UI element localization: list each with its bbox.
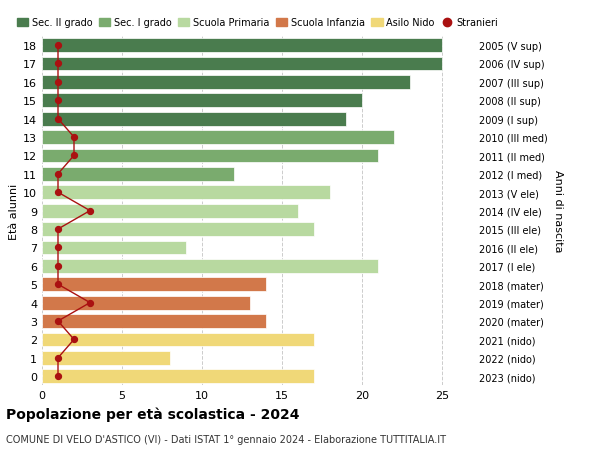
Bar <box>42 369 314 383</box>
Bar <box>42 186 330 200</box>
Bar <box>42 241 186 255</box>
Bar <box>42 94 362 108</box>
Bar <box>42 149 378 163</box>
Point <box>53 97 63 105</box>
Bar <box>42 112 346 126</box>
Bar <box>42 204 298 218</box>
Point <box>53 116 63 123</box>
Point <box>53 354 63 362</box>
Point <box>85 207 95 215</box>
Point <box>69 152 79 160</box>
Legend: Sec. II grado, Sec. I grado, Scuola Primaria, Scuola Infanzia, Asilo Nido, Stran: Sec. II grado, Sec. I grado, Scuola Prim… <box>17 18 498 28</box>
Point <box>53 263 63 270</box>
Bar <box>42 168 234 181</box>
Point <box>69 134 79 141</box>
Point <box>53 79 63 86</box>
Point <box>53 171 63 178</box>
Point <box>53 42 63 50</box>
Bar <box>42 76 410 90</box>
Point <box>53 226 63 233</box>
Point <box>53 373 63 380</box>
Point <box>53 61 63 68</box>
Text: Popolazione per età scolastica - 2024: Popolazione per età scolastica - 2024 <box>6 406 299 421</box>
Point <box>69 336 79 343</box>
Bar <box>42 39 442 53</box>
Point <box>53 281 63 288</box>
Bar <box>42 314 266 328</box>
Point <box>85 299 95 307</box>
Bar <box>42 57 442 71</box>
Bar <box>42 223 314 236</box>
Bar <box>42 278 266 291</box>
Y-axis label: Età alunni: Età alunni <box>9 183 19 239</box>
Text: COMUNE DI VELO D'ASTICO (VI) - Dati ISTAT 1° gennaio 2024 - Elaborazione TUTTITA: COMUNE DI VELO D'ASTICO (VI) - Dati ISTA… <box>6 434 446 444</box>
Bar <box>42 296 250 310</box>
Bar <box>42 259 378 273</box>
Bar <box>42 131 394 145</box>
Point <box>53 189 63 196</box>
Bar <box>42 333 314 347</box>
Bar <box>42 351 170 365</box>
Y-axis label: Anni di nascita: Anni di nascita <box>553 170 563 252</box>
Point <box>53 318 63 325</box>
Point <box>53 244 63 252</box>
